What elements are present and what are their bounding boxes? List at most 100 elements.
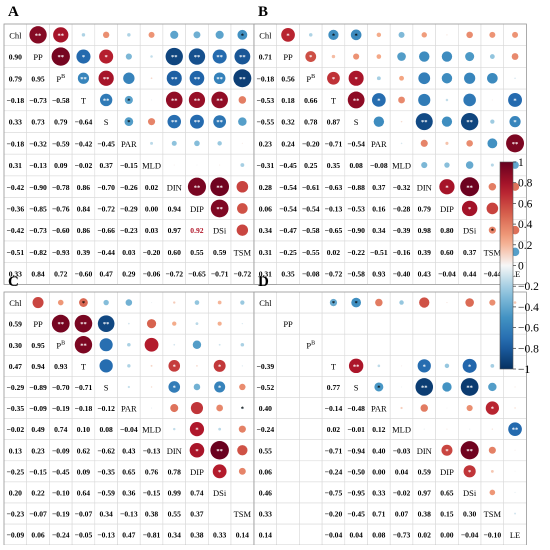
correlation-circle (446, 428, 448, 430)
grid-cell (276, 439, 300, 462)
coefficient-label: 0.02 (418, 531, 431, 540)
correlation-circle (57, 299, 64, 306)
coefficient-label: 0.16 (372, 204, 385, 213)
coefficient-label: −0.78 (52, 183, 70, 192)
coefficient-label: −0.09 (52, 446, 70, 455)
correlation-circle (218, 343, 221, 346)
significance-marker: ** (421, 384, 428, 391)
coefficient-label: −0.20 (302, 139, 320, 148)
significance-marker: ** (58, 321, 65, 328)
colorbar-tick-label: 0.4 (518, 219, 533, 231)
coefficient-label: 0.33 (259, 510, 272, 519)
coefficient-label: −0.04 (325, 531, 343, 540)
coefficient-label: 0.49 (31, 425, 44, 434)
correlation-circle (189, 422, 205, 437)
correlation-circle (190, 114, 204, 129)
correlation-circle (442, 382, 452, 392)
coefficient-label: 0.10 (77, 425, 90, 434)
significance-marker: * (355, 76, 358, 83)
coefficient-label: 0.09 (77, 467, 90, 476)
correlation-circle (444, 363, 450, 369)
coefficient-label: −0.93 (52, 248, 70, 257)
coefficient-label: −0.14 (325, 404, 343, 413)
panel-letter: D (258, 274, 269, 290)
correlation-circle (465, 52, 475, 62)
correlation-circle (397, 52, 406, 61)
coefficient-label: 0.28 (259, 183, 272, 192)
significance-marker: * (491, 406, 494, 413)
coefficient-label: 0.14 (236, 531, 249, 540)
coefficient-label: −0.81 (143, 531, 161, 540)
coefficient-label: −0.29 (7, 383, 25, 392)
correlation-circle (194, 140, 200, 147)
correlation-circle (81, 33, 86, 37)
correlation-circle (460, 177, 480, 197)
coefficient-label: 0.24 (281, 139, 294, 148)
correlation-circle (173, 164, 175, 166)
coefficient-label: 0.71 (259, 53, 272, 62)
coefficient-label: −0.39 (393, 226, 411, 235)
correlation-circle (327, 71, 340, 85)
coefficient-label: −0.19 (52, 510, 70, 519)
correlation-circle (167, 114, 182, 129)
correlation-circle (190, 401, 204, 415)
correlation-circle (460, 378, 479, 396)
coefficient-label: −0.73 (29, 96, 47, 105)
coefficient-label: 0.93 (372, 270, 385, 279)
correlation-circle (400, 365, 403, 367)
coefficient-label: 0.79 (418, 204, 431, 213)
coefficient-label: 0.65 (122, 467, 135, 476)
coefficient-label: 0.95 (31, 74, 44, 83)
grid-cell (230, 481, 255, 504)
coefficient-label: −0.45 (97, 139, 115, 148)
correlation-circle (463, 93, 476, 107)
coefficient-label: 0.08 (350, 161, 363, 170)
coefficient-label: 0.33 (9, 270, 22, 279)
significance-marker: ** (171, 119, 178, 126)
significance-marker: * (468, 206, 471, 213)
variable-label: MLD (142, 161, 161, 171)
grid-cell (435, 333, 459, 356)
significance-marker: * (491, 228, 494, 235)
panel-letter: C (8, 274, 19, 290)
significance-marker: * (377, 97, 380, 104)
variable-label: PAR (121, 139, 137, 149)
grid-cell (208, 502, 232, 525)
correlation-circle (32, 297, 44, 309)
coefficient-label: −0.23 (7, 510, 25, 519)
coefficient-label: 0.40 (372, 446, 385, 455)
correlation-circle (421, 161, 428, 169)
grid-cell (299, 439, 323, 462)
coefficient-label: −0.44 (97, 248, 115, 257)
correlation-circle (489, 299, 496, 306)
grid-cell (367, 312, 391, 335)
correlation-circle (216, 404, 224, 412)
significance-marker: * (309, 54, 312, 61)
coefficient-label: 0.06 (259, 467, 272, 476)
coefficient-label: −0.10 (52, 488, 70, 497)
correlation-circle (419, 51, 430, 62)
correlation-circle (173, 427, 176, 431)
correlation-circle (487, 72, 498, 84)
coefficient-label: 0.09 (54, 161, 67, 170)
coefficient-label: −0.66 (97, 226, 115, 235)
coefficient-label: 0.98 (418, 226, 431, 235)
correlation-circle (147, 118, 156, 126)
coefficient-label: −0.29 (120, 204, 138, 213)
correlation-circle (51, 47, 70, 66)
correlation-circle (239, 383, 246, 391)
correlation-circle (76, 49, 91, 64)
grid-cell (299, 354, 323, 377)
correlation-circle (127, 342, 131, 347)
correlation-circle (487, 138, 498, 149)
correlation-circle (513, 301, 517, 304)
variable-label: DIN (167, 182, 182, 192)
correlation-circle (446, 34, 448, 36)
significance-marker: * (445, 448, 448, 455)
colorbar-tick-label: −0.4 (518, 302, 539, 314)
correlation-circle (148, 31, 155, 38)
coefficient-label: 0.12 (372, 425, 385, 434)
variable-label: TSM (234, 509, 252, 519)
coefficient-label: 0.07 (395, 510, 408, 519)
coefficient-label: −0.55 (302, 248, 320, 257)
